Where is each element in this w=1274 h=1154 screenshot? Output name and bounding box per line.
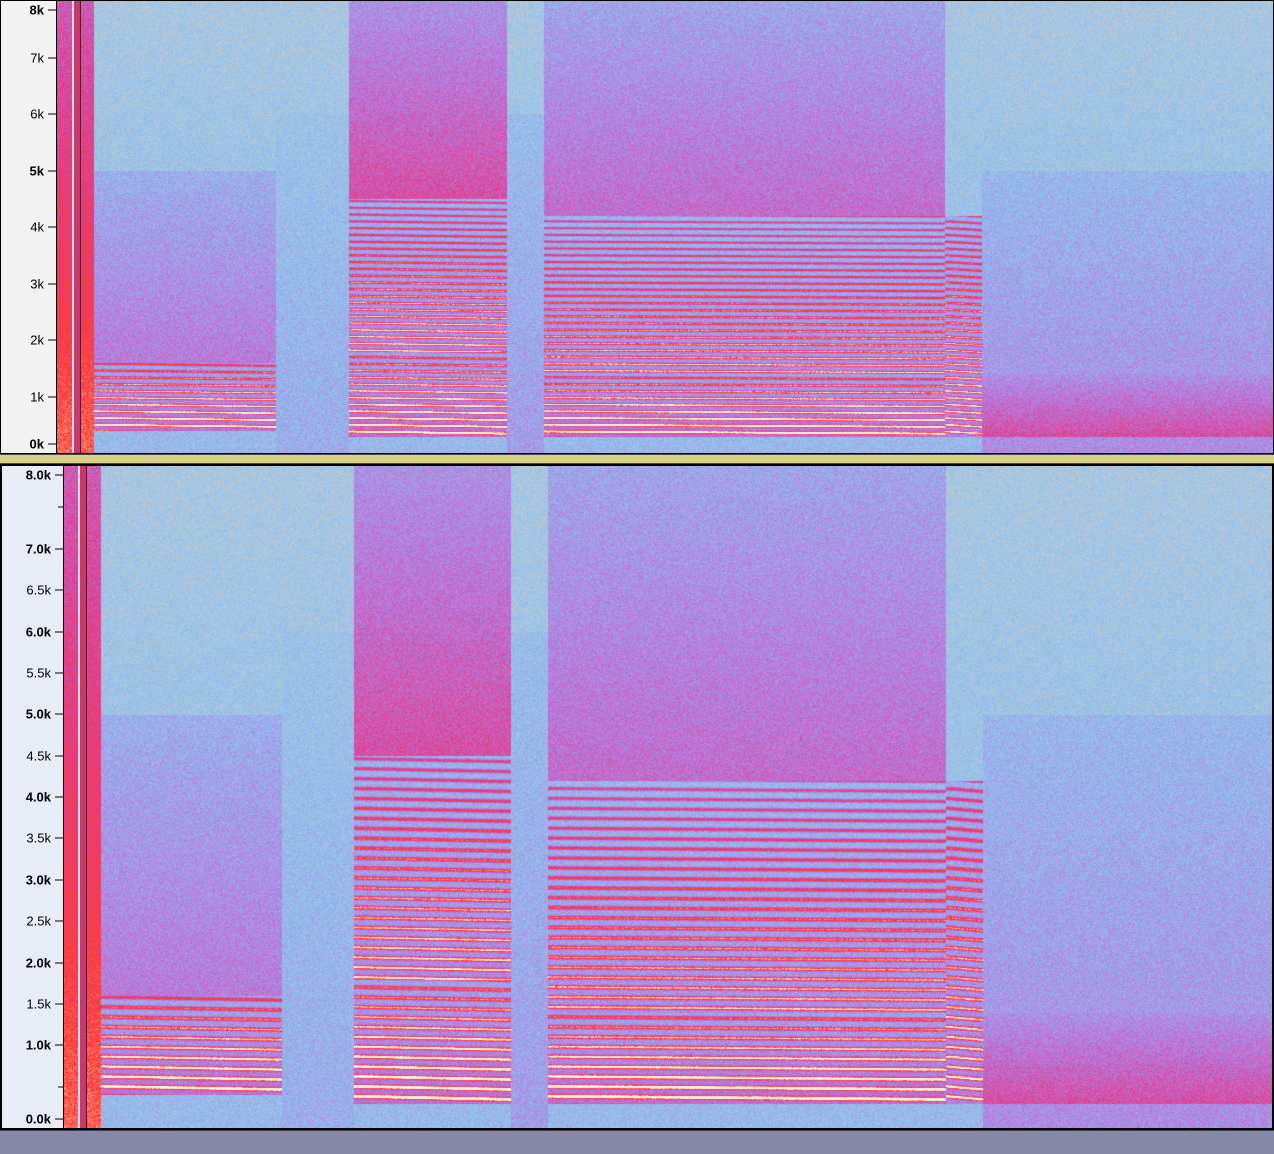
freq-tick: 0.0k [2, 1112, 63, 1127]
freq-tick-label: 2.0k [26, 955, 55, 970]
freq-tick: 5.0k [2, 707, 63, 722]
freq-tick-mark [48, 340, 56, 341]
freq-tick-mark [55, 879, 63, 880]
freq-tick: 5k [1, 163, 56, 178]
freq-tick-label: 2.5k [26, 914, 55, 929]
freq-tick: 2k [1, 333, 56, 348]
freq-tick-label: 6.5k [26, 583, 55, 598]
freq-tick: 1k [1, 389, 56, 404]
freq-tick-label: 8k [30, 3, 48, 18]
spectrogram-view-top[interactable] [57, 1, 1273, 453]
freq-tick: 1.5k [2, 996, 63, 1011]
freq-tick-label: 1.0k [26, 1038, 55, 1053]
freq-tick-label: 5.0k [26, 707, 55, 722]
freq-tick: 3k [1, 276, 56, 291]
freq-tick-mark [48, 444, 56, 445]
freq-tick-mark [55, 714, 63, 715]
freq-tick: 3.5k [2, 831, 63, 846]
freq-tick: 7.0k [2, 541, 63, 556]
freq-tick: 8k [1, 3, 56, 18]
freq-tick-mark [55, 475, 63, 476]
freq-tick-label: 0.0k [26, 1112, 55, 1127]
freq-tick: 2.5k [2, 914, 63, 929]
freq-tick-label: 7.0k [26, 541, 55, 556]
freq-tick-label: 6.0k [26, 624, 55, 639]
freq-tick-label: 3.5k [26, 831, 55, 846]
freq-tick: 6k [1, 107, 56, 122]
freq-tick-mark [55, 755, 63, 756]
freq-tick-mark [55, 672, 63, 673]
freq-tick: 0k [1, 437, 56, 452]
freq-tick-label: 5k [30, 163, 48, 178]
freq-tick: 5.5k [2, 665, 63, 680]
freq-tick-mark [48, 10, 56, 11]
freq-tick-mark [48, 114, 56, 115]
freq-tick-mark [48, 227, 56, 228]
track-separator[interactable] [0, 454, 1274, 464]
freq-tick-label: 1k [30, 389, 48, 404]
freq-tick-mark [55, 1003, 63, 1004]
freq-tick-label: 4k [30, 220, 48, 235]
freq-tick: 4.5k [2, 748, 63, 763]
freq-tick-label: 2k [30, 333, 48, 348]
freq-tick-mark [55, 797, 63, 798]
freq-tick-label: 1.5k [26, 996, 55, 1011]
spectrogram-track-top[interactable]: 8k 7k 6k 5k 4k 3k 2k 1k 0k [0, 0, 1274, 454]
freq-tick-mark [55, 838, 63, 839]
freq-tick: 7k [1, 50, 56, 65]
freq-tick-label: 5.5k [26, 665, 55, 680]
freq-tick-label: 3.0k [26, 872, 55, 887]
playhead-top[interactable] [72, 1, 81, 453]
freq-tick: 6.5k [2, 583, 63, 598]
spectrogram-track-bottom[interactable]: 8.0k 7.0k 6.5k 6.0k 5.5k 5.0k 4.5k 4.0k 3.5k 3.0k… [0, 464, 1274, 1130]
freq-ruler-top[interactable]: 8k 7k 6k 5k 4k 3k 2k 1k 0k [1, 1, 57, 453]
freq-ruler-bottom[interactable]: 8.0k 7.0k 6.5k 6.0k 5.5k 5.0k 4.5k 4.0k 3.5k 3.0k… [2, 466, 64, 1128]
freq-tick-label: 6k [30, 107, 48, 122]
freq-tick: 1.0k [2, 1038, 63, 1053]
spectrogram-canvas-top [57, 1, 1273, 453]
freq-tick-mark [55, 1045, 63, 1046]
freq-tick-label: 4.5k [26, 748, 55, 763]
freq-tick-mark [58, 507, 63, 508]
freq-tick-mark [48, 170, 56, 171]
freq-tick-mark [55, 548, 63, 549]
freq-tick-mark [55, 590, 63, 591]
freq-tick-mark [55, 962, 63, 963]
freq-tick-mark [55, 631, 63, 632]
freq-tick: 6.0k [2, 624, 63, 639]
freq-tick-label: 0k [30, 437, 48, 452]
freq-tick: 8.0k [2, 468, 63, 483]
freq-tick-label: 8.0k [26, 468, 55, 483]
freq-tick-mark [55, 1119, 63, 1120]
freq-tick-label: 3k [30, 276, 48, 291]
playhead-bottom[interactable] [78, 466, 87, 1128]
freq-tick: 4k [1, 220, 56, 235]
footer-bar [0, 1130, 1274, 1154]
freq-tick: 4.0k [2, 790, 63, 805]
freq-tick [2, 1086, 63, 1087]
spectrogram-view-bottom[interactable] [64, 466, 1272, 1128]
freq-tick-mark [48, 396, 56, 397]
freq-tick-mark [48, 283, 56, 284]
freq-tick-mark [55, 921, 63, 922]
freq-tick-label: 4.0k [26, 790, 55, 805]
freq-tick [2, 507, 63, 508]
freq-tick-mark [48, 57, 56, 58]
freq-tick: 3.0k [2, 872, 63, 887]
freq-tick-mark [58, 1086, 63, 1087]
spectrogram-canvas-bottom [64, 466, 1272, 1128]
freq-tick-label: 7k [30, 50, 48, 65]
freq-tick: 2.0k [2, 955, 63, 970]
